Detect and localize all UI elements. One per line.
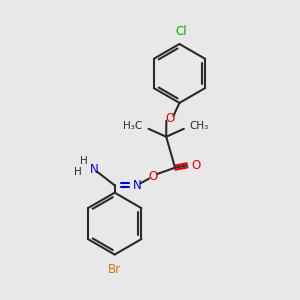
Text: O: O	[148, 170, 158, 183]
Text: Br: Br	[108, 263, 121, 276]
Text: H: H	[80, 156, 88, 166]
Text: CH₃: CH₃	[190, 121, 209, 131]
Text: H: H	[74, 167, 82, 177]
Text: Cl: Cl	[175, 25, 187, 38]
Text: H₃C: H₃C	[123, 121, 142, 131]
Text: N: N	[132, 179, 141, 192]
Text: N: N	[90, 163, 98, 176]
Text: O: O	[165, 112, 175, 125]
Text: O: O	[191, 159, 200, 172]
